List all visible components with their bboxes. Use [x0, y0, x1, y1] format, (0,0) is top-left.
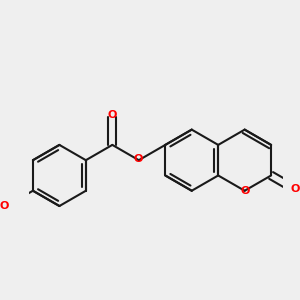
- Text: O: O: [241, 186, 250, 196]
- Text: O: O: [108, 110, 117, 120]
- Text: O: O: [290, 184, 300, 194]
- Text: O: O: [0, 201, 9, 211]
- Text: O: O: [133, 154, 142, 164]
